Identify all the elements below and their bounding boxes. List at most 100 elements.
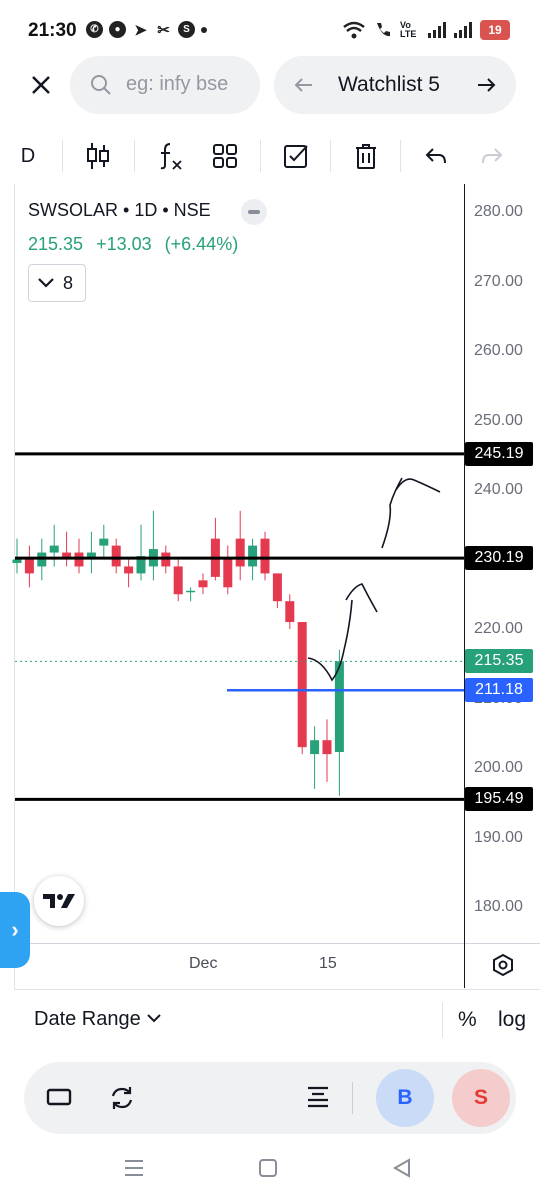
candle-body [49,545,59,553]
search-input[interactable]: eg: infy bse [70,56,260,114]
time-axis-line [14,943,540,944]
whatsapp-icon: ✆ [86,21,103,38]
trash-icon [356,144,376,169]
chevron-right-icon: › [11,917,19,942]
symbol-title[interactable]: SWSOLAR • 1D • NSE [28,200,211,220]
candle-body [111,545,121,567]
function-icon [160,143,182,170]
price-axis-label: 200.00 [474,759,523,776]
price-axis-label: 240.00 [474,481,523,498]
level-tag-195[interactable]: 195.49 [465,787,533,811]
price-change-percent: (+6.44%) [164,234,239,254]
price-axis-line [464,184,465,944]
price-axis-label: 260.00 [474,342,523,359]
indicators-toggle[interactable]: 8 [28,264,86,302]
candle-body [260,538,270,574]
price-axis-label: 250.00 [474,412,523,429]
side-panel-toggle[interactable]: › [0,892,30,968]
search-placeholder: eg: infy bse [126,73,229,95]
toolbar-divider [400,140,401,172]
app-icon: ✂ [157,21,170,39]
home-icon[interactable] [256,1156,280,1180]
refresh-icon[interactable] [108,1084,136,1112]
status-bar: 21:30 ✆ ● ➤ ✂ S Vo LTE 19 [0,0,540,64]
redo-button[interactable] [472,128,512,184]
recents-icon[interactable] [122,1156,146,1180]
level-tag-245[interactable]: 245.19 [465,442,533,466]
divider [352,1082,353,1114]
candle-body [248,545,258,567]
candle-body [12,559,22,563]
candle-body [186,590,196,593]
grid-icon [213,144,237,168]
buy-button[interactable]: B [376,1069,434,1127]
level-tag-230[interactable]: 230.19 [465,546,533,570]
chat-icon: ● [109,21,126,38]
price-axis-label: 220.00 [474,620,523,637]
back-icon[interactable] [390,1156,414,1180]
candle-body [24,559,34,574]
alert-tag-211[interactable]: 211.18 [465,678,533,702]
status-time: 21:30 [28,20,77,41]
chevron-down-icon [38,278,54,288]
watchlist-switcher[interactable]: Watchlist 5 [274,56,516,114]
undo-button[interactable] [416,128,456,184]
notification-icons: ✆ ● ➤ ✂ S [86,21,207,39]
candles-icon [87,143,109,169]
telegram-icon: ➤ [134,21,147,39]
sell-button[interactable]: S [452,1069,510,1127]
align-center-icon[interactable] [306,1085,330,1109]
candle-body [235,538,245,567]
candle-body [285,601,295,623]
chart-toolbar: D [0,128,540,184]
call-icon [377,23,390,37]
drawn-arrow-upper[interactable] [381,477,441,549]
interval-button[interactable]: D [10,128,46,184]
arrow-left-icon[interactable] [292,73,316,97]
undo-icon [425,148,446,164]
redo-icon [482,148,503,164]
indicator-count: 8 [63,272,74,293]
select-drawings-button[interactable] [276,128,316,184]
chart-settings-icon[interactable] [490,952,516,978]
log-scale-button[interactable]: log [498,1008,527,1031]
dot-icon [201,26,207,33]
arrow-right-icon[interactable] [474,73,498,97]
interval-label: D [20,144,36,167]
toolbar-divider [260,140,261,172]
delete-button[interactable] [346,128,386,184]
close-button[interactable] [26,70,56,100]
drawn-arrow-lower[interactable] [307,583,378,682]
candle-body [272,573,282,602]
close-icon [32,76,50,94]
candle-body [334,661,344,753]
last-price: 215.35 [28,234,84,254]
candle-body [310,740,320,755]
price-change: +13.03 [96,234,152,254]
legend-collapse-button[interactable] [241,199,267,225]
tradingview-logo[interactable] [34,876,84,926]
price-legend: 215.35 +13.03 (+6.44%) [28,234,246,255]
time-axis-label: Dec [189,955,218,972]
toolbar-divider [134,140,135,172]
percent-scale-button[interactable]: % [458,1008,477,1031]
chart-type-button[interactable] [78,128,118,184]
indicators-button[interactable] [150,128,190,184]
battery-icon: 19 [480,20,510,40]
toolbar-divider [330,140,331,172]
candle-body [198,580,208,588]
price-axis-label: 270.00 [474,273,523,290]
watchlist-label: Watchlist 5 [338,73,440,96]
candle-body [173,566,183,595]
layout-button[interactable] [204,128,246,184]
fullscreen-icon[interactable] [46,1086,72,1108]
candle-body [99,538,109,546]
candle-body [297,622,307,748]
system-nav-bar [0,1146,540,1200]
chart-frame [14,184,540,990]
s-icon: S [178,21,195,38]
signal-icon [428,22,446,38]
date-range-button[interactable]: Date Range [34,1008,141,1030]
chevron-down-icon[interactable] [146,1012,162,1024]
